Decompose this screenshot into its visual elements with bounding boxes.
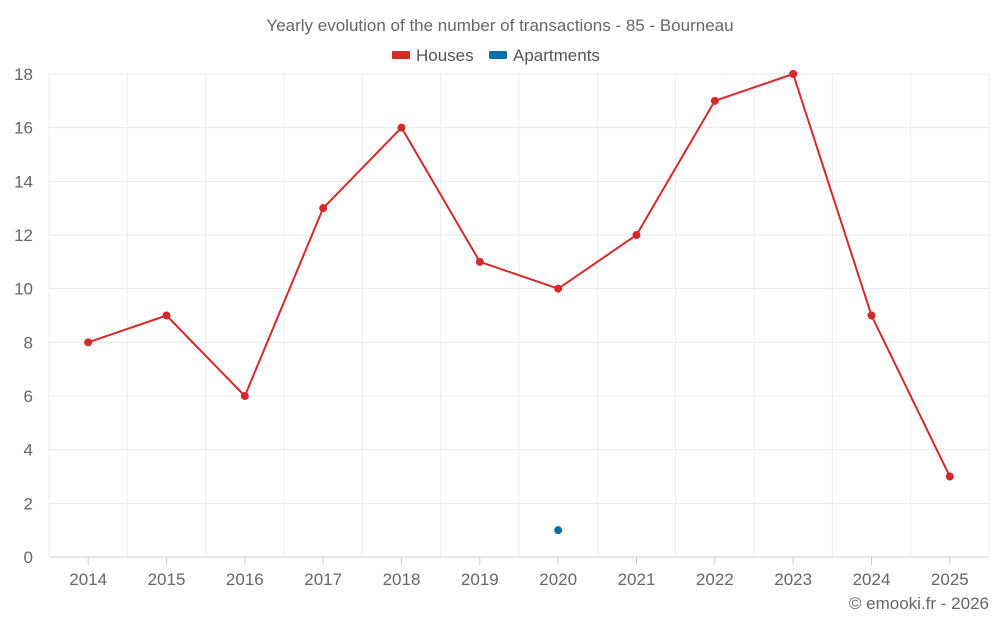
x-tick-label: 2014 bbox=[69, 570, 107, 589]
data-point-houses[interactable] bbox=[632, 231, 641, 239]
y-tick-label: 0 bbox=[24, 548, 33, 567]
y-tick-label: 6 bbox=[24, 387, 33, 406]
data-point-houses[interactable] bbox=[397, 123, 406, 132]
data-point-houses[interactable] bbox=[945, 472, 954, 481]
data-point-houses[interactable] bbox=[867, 311, 876, 320]
y-tick-label: 10 bbox=[14, 280, 33, 299]
data-point-houses[interactable] bbox=[319, 204, 328, 213]
chart-title: Yearly evolution of the number of transa… bbox=[266, 16, 733, 35]
x-tick-label: 2021 bbox=[618, 570, 656, 589]
y-tick-label: 2 bbox=[24, 494, 33, 513]
x-tick-label: 2024 bbox=[853, 570, 891, 589]
x-tick-label: 2020 bbox=[539, 570, 577, 589]
x-tick-label: 2019 bbox=[461, 570, 499, 589]
legend-swatch-apartments[interactable] bbox=[489, 51, 507, 59]
credit-text: © emooki.fr - 2026 bbox=[849, 594, 989, 613]
data-point-houses[interactable] bbox=[84, 338, 93, 347]
legend-swatch-houses[interactable] bbox=[392, 51, 410, 59]
legend-label-houses[interactable]: Houses bbox=[416, 46, 474, 65]
x-tick-label: 2023 bbox=[774, 570, 812, 589]
x-tick-label: 2017 bbox=[304, 570, 342, 589]
x-axis: 2014 2015 2016 2017 2018 2019 2020 2021 2022 2023… bbox=[69, 557, 969, 589]
x-tick-label: 2022 bbox=[696, 570, 734, 589]
data-point-houses[interactable] bbox=[789, 70, 798, 78]
legend[interactable]: Houses Apartments bbox=[392, 46, 600, 65]
data-point-apartments[interactable] bbox=[554, 526, 563, 535]
legend-label-apartments[interactable]: Apartments bbox=[513, 46, 600, 65]
data-point-houses[interactable] bbox=[554, 284, 563, 293]
x-tick-label: 2016 bbox=[226, 570, 264, 589]
y-tick-label: 12 bbox=[14, 226, 33, 245]
data-point-houses[interactable] bbox=[240, 392, 249, 400]
data-point-houses[interactable] bbox=[710, 96, 719, 105]
y-tick-label: 18 bbox=[14, 65, 33, 84]
x-tick-label: 2015 bbox=[148, 570, 186, 589]
series-layer bbox=[84, 70, 954, 535]
x-tick-label: 2025 bbox=[931, 570, 969, 589]
y-tick-label: 14 bbox=[14, 172, 33, 191]
x-tick-label: 2018 bbox=[383, 570, 421, 589]
series-line-houses bbox=[87, 73, 951, 477]
y-tick-label: 8 bbox=[24, 333, 33, 352]
data-point-houses[interactable] bbox=[162, 311, 171, 320]
y-axis: 0 2 4 6 8 10 12 14 16 18 bbox=[14, 65, 33, 567]
data-point-houses[interactable] bbox=[475, 257, 484, 266]
y-tick-label: 4 bbox=[24, 441, 33, 460]
grid bbox=[48, 73, 990, 558]
y-tick-label: 16 bbox=[14, 119, 33, 138]
